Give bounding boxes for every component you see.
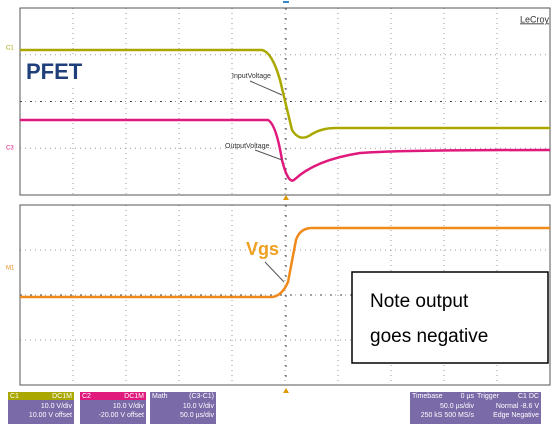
status-line: Normal -8.6 V <box>496 403 540 410</box>
status-line: 10.00 V offset <box>29 412 72 419</box>
status-tag: (C3-C1) <box>189 393 214 400</box>
channel-marker: M1 <box>6 266 15 272</box>
note-box <box>351 271 549 364</box>
annotation: InputVoltage <box>232 73 271 80</box>
note: Note output <box>370 291 469 312</box>
status-tag: 0 µs <box>461 393 475 400</box>
time-marker <box>283 195 289 200</box>
status-tag: DC1M <box>124 393 144 400</box>
status-header <box>80 392 146 400</box>
time-marker <box>283 388 289 393</box>
annotation-line <box>249 80 283 96</box>
vgs-label: Vgs <box>246 239 279 259</box>
title: PFET <box>26 59 83 84</box>
status-line: Edge Negative <box>493 412 539 419</box>
status-name: C2 <box>82 393 91 400</box>
title-bg <box>22 58 100 88</box>
status-line: 50.0 µs/div <box>440 403 474 410</box>
annotation-line <box>254 149 283 161</box>
status-bar: C1 DC1M 10.0 V/div 10.00 V offset C2 DC1M 10.0… <box>8 392 541 424</box>
status-line: 10.0 V/div <box>183 403 215 410</box>
channel-marker: C1 <box>6 46 14 52</box>
graticule <box>20 8 550 385</box>
status-tag: C1 DC <box>518 393 539 400</box>
channel-marker: C3 <box>6 146 14 152</box>
output-waveform <box>20 118 551 182</box>
input-waveform <box>20 48 550 139</box>
annotation: OutputVoltage <box>225 143 269 150</box>
status-tag: DC1M <box>52 393 72 400</box>
note: goes negative <box>370 326 488 347</box>
status-line: -20.00 V offset <box>99 412 144 419</box>
annotation-line <box>264 261 285 283</box>
status-name: Trigger <box>477 393 500 400</box>
status-line: 250 kS 500 MS/s <box>421 412 475 419</box>
vgs-waveform <box>20 226 550 299</box>
status-name: C1 <box>10 393 19 400</box>
status-line: 50.0 µs/div <box>180 412 214 419</box>
bottom-frame <box>19 204 551 386</box>
status-header <box>8 392 74 400</box>
status-header <box>150 392 216 400</box>
status-name: Math <box>152 393 168 400</box>
top-frame <box>19 7 551 196</box>
status-line: 10.0 V/div <box>113 403 145 410</box>
status-name: Timebase <box>412 393 443 400</box>
brand: LeCroy <box>520 14 550 24</box>
status-line: 10.0 V/div <box>41 403 73 410</box>
status-header <box>410 392 476 400</box>
status-header <box>475 392 541 400</box>
